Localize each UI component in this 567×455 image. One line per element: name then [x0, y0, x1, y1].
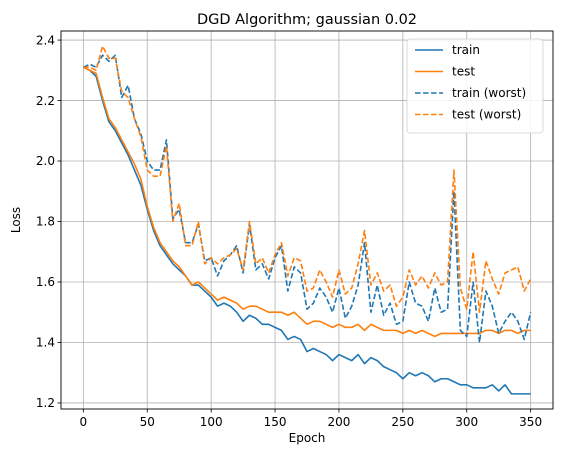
legend-label: train (worst) [452, 86, 526, 100]
plot-area-frame [60, 30, 554, 410]
y-tick-label: 1.4 [36, 336, 55, 350]
chart-title: DGD Algorithm; gaussian 0.02 [197, 12, 417, 28]
y-tick-label: 1.2 [36, 396, 55, 410]
y-tick-label: 1.6 [36, 275, 55, 289]
y-tick-label: 2.0 [36, 154, 55, 168]
series-line-0 [83, 66, 531, 395]
x-axis-title: Epoch [289, 431, 326, 445]
y-axis-title: Loss [9, 207, 23, 233]
legend: train test train (worst) test (worst) [406, 38, 544, 134]
x-tick-label: 50 [140, 415, 155, 429]
legend-label: train [452, 43, 480, 57]
y-tick-label: 1.8 [36, 215, 55, 229]
x-tick-label: 250 [391, 415, 414, 429]
legend-label: test (worst) [452, 108, 521, 122]
series-line-2 [83, 54, 532, 344]
series-line-3 [83, 45, 532, 314]
x-tick-label: 0 [80, 415, 88, 429]
y-tick-label: 2.2 [36, 94, 55, 108]
x-tick-label: 200 [327, 415, 350, 429]
legend-label: test [452, 65, 475, 79]
legend-box [406, 38, 544, 134]
x-tick-label: 350 [519, 415, 542, 429]
x-tick-label: 150 [264, 415, 287, 429]
x-tick-label: 300 [455, 415, 478, 429]
axis-ticks: 0 50 100 150 200 250 300 350 1.2 1.4 1.6 1.8 2.0 2.2 2… [36, 33, 542, 429]
y-tick-label: 2.4 [36, 33, 55, 47]
x-tick-label: 100 [200, 415, 223, 429]
series-lines [83, 45, 532, 395]
series-line-1 [83, 66, 531, 338]
